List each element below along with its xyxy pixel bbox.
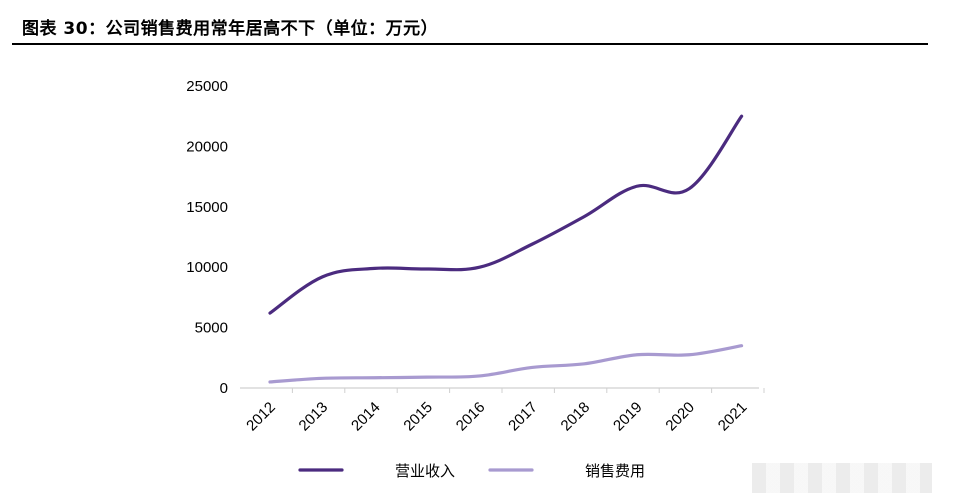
series-line-2 bbox=[268, 344, 744, 384]
y-tick-label: 20000 bbox=[186, 138, 228, 155]
watermark-blur bbox=[752, 463, 932, 493]
x-tick-label: 2020 bbox=[662, 399, 698, 435]
y-tick-label: 25000 bbox=[186, 78, 228, 95]
legend-label: 销售费用 bbox=[585, 462, 645, 480]
chart-series bbox=[268, 114, 744, 384]
x-tick-label: 2012 bbox=[243, 399, 279, 435]
x-tick-label: 2015 bbox=[400, 399, 436, 435]
y-tick-label: 15000 bbox=[186, 199, 228, 216]
x-tick-label: 2021 bbox=[715, 399, 751, 435]
x-tick-label: 2013 bbox=[296, 399, 332, 435]
x-tick-label: 2018 bbox=[558, 399, 594, 435]
legend-label: 营业收入 bbox=[395, 462, 455, 480]
series-line-1 bbox=[268, 114, 744, 315]
x-tick-label: 2016 bbox=[453, 399, 489, 435]
x-tick-label: 2019 bbox=[610, 399, 646, 435]
title-divider bbox=[12, 43, 928, 45]
y-tick-label: 5000 bbox=[195, 320, 228, 337]
chart-legend: 营业收入 销售费用 bbox=[298, 462, 645, 480]
figure-title: 图表 30：公司销售费用常年居高不下（单位：万元） bbox=[22, 19, 439, 39]
x-tick-label: 2014 bbox=[348, 399, 384, 435]
y-tick-label: 10000 bbox=[186, 259, 228, 276]
y-tick-label: 0 bbox=[220, 380, 228, 397]
x-tick-label: 2017 bbox=[505, 399, 541, 435]
